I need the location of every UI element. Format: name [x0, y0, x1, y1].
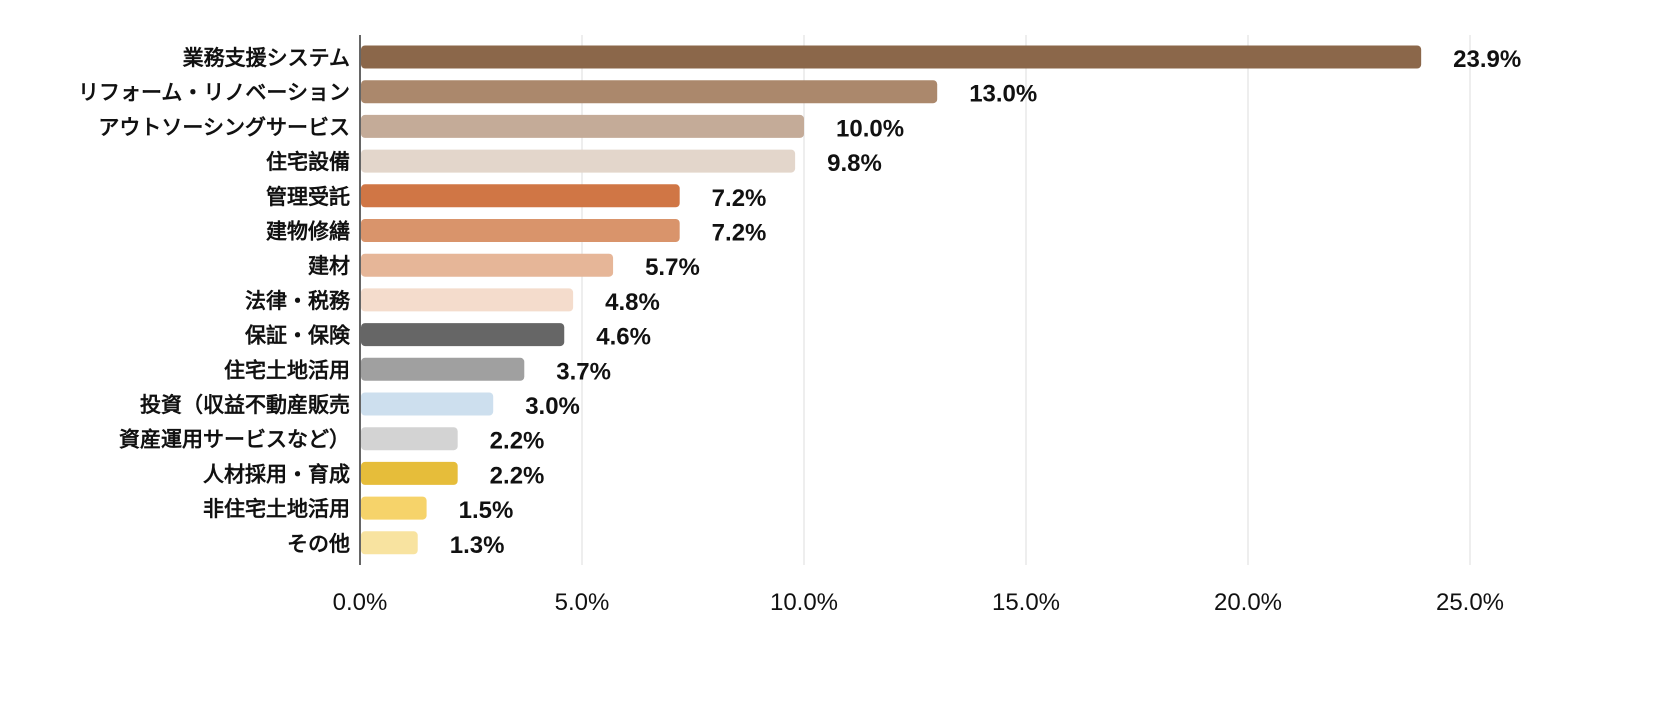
bar	[361, 219, 680, 242]
value-label: 2.2%	[490, 462, 545, 489]
category-label: 業務支援システム	[183, 46, 350, 70]
category-label: 法律・税務	[245, 289, 351, 313]
bar	[361, 45, 1422, 69]
category-label: 建材	[308, 254, 350, 278]
x-tick-label: 15.0%	[992, 589, 1060, 616]
category-label: 住宅土地活用	[224, 358, 350, 382]
x-tick-label: 20.0%	[1214, 589, 1282, 616]
category-label: 投資（収益不動産販売	[140, 393, 350, 417]
bar	[361, 357, 525, 381]
bar	[361, 114, 804, 138]
x-tick-label: 25.0%	[1436, 589, 1504, 616]
bar	[361, 461, 458, 485]
gridlines	[581, 35, 1471, 565]
category-label: 資産運用サービスなど）	[119, 428, 350, 452]
bars	[361, 45, 1422, 555]
category-label: その他	[287, 532, 350, 556]
bar	[361, 184, 680, 208]
value-label: 5.7%	[645, 254, 700, 281]
x-tick-labels: 0.0% 5.0% 10.0% 15.0% 20.0% 25.0%	[333, 589, 1504, 616]
bar	[361, 288, 574, 312]
category-label: 非住宅土地活用	[203, 497, 350, 521]
category-label: アウトソーシングサービス	[98, 115, 350, 139]
category-label: 保証・保険	[244, 324, 351, 348]
value-label: 23.9%	[1453, 46, 1521, 73]
value-label: 10.0%	[836, 115, 904, 142]
bar	[361, 496, 427, 520]
value-label: 4.6%	[596, 324, 651, 351]
value-labels: 23.9% 13.0% 10.0% 9.8% 7.2% 7.2% 5.7% 4.8% 4.6% 3…	[450, 46, 1522, 559]
value-label: 9.8%	[827, 150, 882, 177]
bar	[361, 149, 796, 173]
value-label: 7.2%	[712, 220, 767, 247]
x-tick-label: 0.0%	[333, 589, 388, 616]
value-label: 1.3%	[450, 532, 505, 559]
x-tick-label: 10.0%	[770, 589, 838, 616]
value-label: 4.8%	[605, 289, 660, 316]
value-label: 13.0%	[969, 81, 1037, 108]
x-tick-label: 5.0%	[555, 589, 610, 616]
category-labels: 業務支援システムリフォーム・リノベーションアウトソーシングサービス住宅設備管理受…	[78, 46, 351, 556]
value-label: 3.7%	[556, 358, 611, 385]
value-label: 7.2%	[712, 185, 767, 212]
bar	[361, 323, 565, 347]
category-label: 人材採用・育成	[203, 462, 350, 486]
bar	[361, 392, 494, 416]
value-label: 1.5%	[459, 497, 514, 524]
bar	[361, 253, 614, 277]
value-label: 3.0%	[525, 393, 580, 420]
category-label: 住宅設備	[266, 150, 350, 174]
bar	[361, 80, 938, 104]
bar	[361, 427, 458, 451]
category-label: リフォーム・リノベーション	[78, 81, 350, 105]
category-label: 建物修繕	[266, 220, 350, 244]
category-label: 管理受託	[266, 185, 350, 209]
bar	[361, 531, 418, 555]
value-label: 2.2%	[490, 428, 545, 455]
